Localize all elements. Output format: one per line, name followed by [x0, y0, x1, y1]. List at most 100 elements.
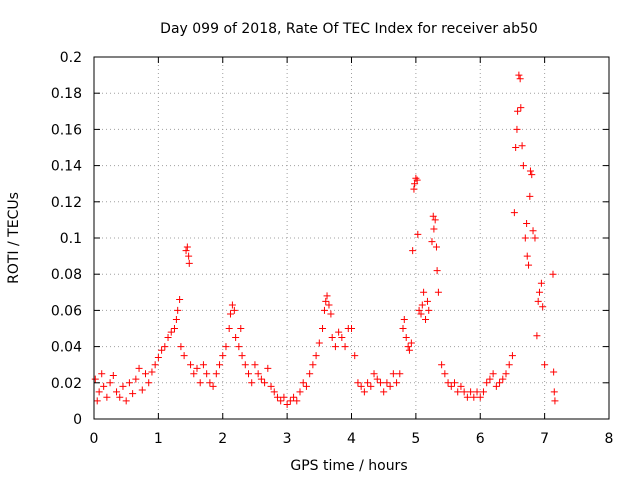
x-tick-label: 3: [283, 431, 292, 447]
data-point-marker: [106, 379, 114, 387]
data-point-marker: [425, 306, 433, 314]
data-point-marker: [515, 71, 523, 79]
data-point-marker: [132, 375, 140, 383]
data-point-marker: [447, 382, 455, 390]
data-point-marker: [116, 393, 124, 401]
data-point-marker: [203, 370, 211, 378]
data-point-marker: [423, 297, 431, 305]
data-point-marker: [302, 382, 310, 390]
y-tick-label: 0.1: [60, 231, 82, 247]
data-point-marker: [550, 388, 558, 396]
data-point-marker: [172, 315, 180, 323]
data-point-marker: [521, 234, 529, 242]
data-point-marker: [328, 334, 336, 342]
data-point-marker: [420, 288, 428, 296]
data-point-marker: [502, 370, 510, 378]
data-point-marker: [290, 393, 298, 401]
data-point-marker: [516, 75, 524, 83]
data-point-marker: [531, 234, 539, 242]
data-point-marker: [135, 364, 143, 372]
data-point-marker: [113, 388, 121, 396]
data-point-marker: [267, 382, 275, 390]
data-point-marker: [460, 388, 468, 396]
data-point-marker: [174, 306, 182, 314]
data-point-marker: [109, 372, 117, 380]
data-point-marker: [98, 370, 106, 378]
data-point-marker: [338, 334, 346, 342]
y-tick-label: 0.12: [51, 195, 82, 211]
data-point-marker: [209, 382, 217, 390]
data-point-marker: [312, 352, 320, 360]
data-point-marker: [164, 334, 172, 342]
data-point-marker: [476, 393, 484, 401]
data-point-marker: [389, 370, 397, 378]
data-point-marker: [230, 306, 238, 314]
data-point-marker: [138, 386, 146, 394]
data-point-marker: [216, 361, 224, 369]
data-point-marker: [299, 379, 307, 387]
data-point-marker: [526, 192, 534, 200]
data-point-marker: [161, 343, 169, 351]
data-point-marker: [185, 259, 193, 267]
data-point-marker: [241, 361, 249, 369]
data-point-marker: [463, 393, 471, 401]
data-points: [91, 71, 559, 409]
x-tick-label: 8: [605, 431, 614, 447]
data-point-marker: [225, 325, 233, 332]
data-point-marker: [277, 397, 285, 405]
data-point-marker: [430, 225, 438, 233]
data-point-marker: [176, 296, 184, 304]
data-point-marker: [415, 306, 423, 314]
data-point-marker: [412, 174, 420, 182]
data-point-marker: [154, 353, 162, 361]
data-point-marker: [508, 352, 516, 360]
data-point-marker: [518, 142, 526, 150]
data-point-marker: [414, 230, 422, 238]
data-point-marker: [499, 375, 507, 383]
data-point-marker: [470, 393, 478, 401]
data-point-marker: [523, 252, 531, 260]
data-point-marker: [167, 328, 175, 336]
data-point-marker: [235, 343, 243, 351]
data-point-marker: [119, 382, 127, 390]
data-point-marker: [549, 270, 557, 278]
data-point-marker: [386, 382, 394, 390]
y-tick-label: 0.16: [51, 122, 82, 138]
data-point-marker: [533, 332, 541, 340]
data-point-marker: [525, 261, 533, 269]
data-point-marker: [431, 216, 439, 224]
grid-lines: [94, 57, 609, 419]
data-point-marker: [523, 220, 531, 228]
data-point-marker: [170, 325, 178, 332]
x-tick-label: 4: [347, 431, 356, 447]
y-tick-label: 0.02: [51, 376, 82, 392]
data-point-marker: [327, 310, 335, 318]
x-tick-label: 2: [218, 431, 227, 447]
data-point-marker: [125, 379, 133, 387]
y-tick-label: 0.2: [60, 50, 82, 66]
data-point-marker: [122, 397, 130, 405]
data-point-marker: [529, 227, 537, 235]
data-point-marker: [257, 375, 265, 383]
data-point-marker: [280, 393, 288, 401]
x-tick-label: 5: [411, 431, 420, 447]
data-point-marker: [402, 334, 410, 342]
data-point-marker: [409, 247, 417, 255]
data-point-marker: [187, 361, 195, 369]
data-point-marker: [539, 303, 547, 311]
data-point-marker: [457, 382, 465, 390]
data-point-marker: [264, 364, 272, 372]
data-point-marker: [370, 370, 378, 378]
data-point-marker: [238, 352, 246, 360]
data-point-marker: [517, 104, 525, 112]
data-point-marker: [432, 243, 440, 251]
data-point-marker: [182, 247, 190, 255]
data-point-marker: [428, 238, 436, 246]
data-point-marker: [206, 379, 214, 387]
data-point-marker: [148, 368, 156, 376]
data-point-marker: [444, 379, 452, 387]
data-point-marker: [410, 185, 418, 193]
data-point-marker: [251, 361, 259, 369]
x-tick-label: 1: [154, 431, 163, 447]
